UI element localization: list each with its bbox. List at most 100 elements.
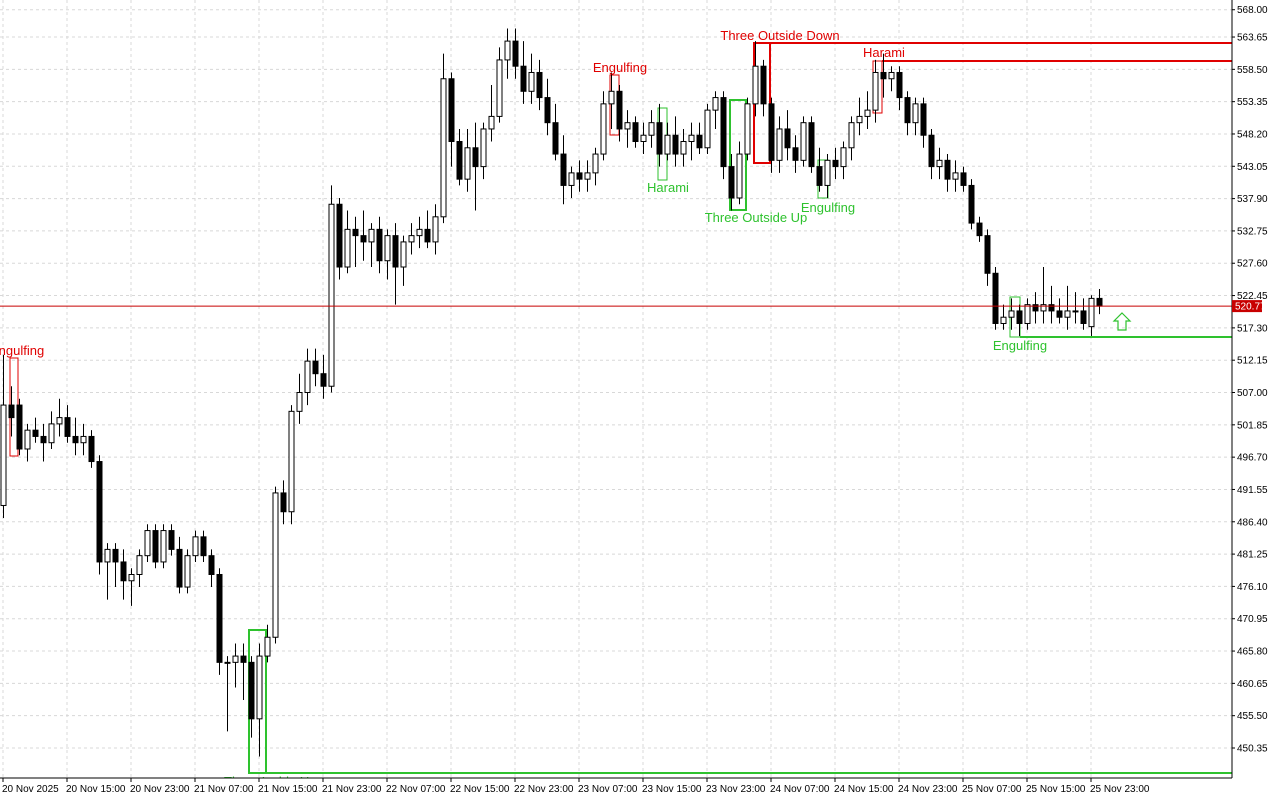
y-tick-label: 491.55	[1237, 485, 1268, 496]
candle-body	[664, 134, 671, 155]
candle-body	[360, 235, 367, 243]
candle-body	[24, 429, 31, 450]
candle-body	[600, 103, 607, 155]
x-tick-label: 23 Nov 07:00	[578, 784, 638, 795]
candle-body	[888, 71, 895, 80]
y-tick-label: 486.40	[1237, 517, 1268, 528]
candle-body	[904, 97, 911, 124]
candle-body	[72, 435, 79, 444]
candle-body	[64, 417, 71, 437]
x-tick-label: 25 Nov 23:00	[1090, 784, 1150, 795]
y-tick-label: 527.60	[1237, 259, 1268, 270]
y-tick-label: 563.65	[1237, 33, 1268, 44]
candle-body	[584, 172, 591, 180]
candle-body	[808, 122, 815, 168]
candle-body	[760, 65, 767, 105]
candle-body	[96, 461, 103, 563]
candle-body	[688, 134, 695, 143]
candle-body	[384, 235, 391, 262]
candle-body	[776, 128, 783, 161]
candle-body	[520, 65, 527, 92]
candle-body	[368, 228, 375, 243]
candle-body	[816, 166, 823, 186]
candle-body	[464, 147, 471, 180]
x-tick-label: 21 Nov 07:00	[194, 784, 254, 795]
candle-body	[432, 216, 439, 243]
candle-body	[864, 109, 871, 117]
candle-body	[1080, 310, 1087, 324]
pattern-label: Engulfing	[0, 343, 44, 358]
pattern-label: Three Outside Down	[720, 28, 839, 43]
x-tick-label: 21 Nov 15:00	[258, 784, 318, 795]
pattern-box	[729, 99, 747, 211]
candle-body	[792, 147, 799, 161]
candle-body	[1024, 304, 1031, 324]
y-tick-label: 496.70	[1237, 453, 1268, 464]
candle-body	[872, 71, 879, 111]
x-tick-label: 23 Nov 15:00	[642, 784, 702, 795]
candle-body	[896, 71, 903, 99]
candle-body	[456, 141, 463, 180]
y-tick-label: 450.35	[1237, 744, 1268, 755]
candle-body	[248, 661, 255, 720]
y-tick-label: 501.85	[1237, 420, 1268, 431]
candle-body	[568, 172, 575, 186]
candle-body	[104, 548, 111, 563]
candle-body	[1072, 310, 1079, 313]
x-tick-label: 20 Nov 2025	[2, 784, 59, 795]
candle-body	[640, 134, 647, 143]
candle-body	[1064, 310, 1071, 318]
y-tick-label: 553.35	[1237, 97, 1268, 108]
candle-body	[352, 228, 359, 237]
x-tick-label: 20 Nov 15:00	[66, 784, 126, 795]
candle-body	[408, 235, 415, 243]
candle-body	[208, 555, 215, 575]
current-price-label: 520.77	[1235, 302, 1266, 313]
candle-body	[856, 115, 863, 124]
pattern-label: Harami	[863, 45, 905, 60]
candle-body	[120, 561, 127, 582]
axes: 568.00 563.65 558.50 553.35 548.20 543.05 537.…	[2, 5, 1268, 795]
candle-body	[1016, 310, 1023, 324]
candle-body	[400, 241, 407, 268]
candle-body	[480, 128, 487, 168]
y-tick-label: 543.05	[1237, 162, 1268, 173]
candle-body	[168, 530, 175, 550]
candle-body	[328, 203, 335, 387]
candle-body	[416, 228, 423, 237]
y-tick-label: 507.00	[1237, 388, 1268, 399]
candle-body	[40, 435, 47, 444]
candle-body	[944, 159, 951, 180]
candle-body	[136, 555, 143, 575]
candle-body	[144, 530, 151, 557]
candle-body	[832, 159, 839, 168]
candle-body	[768, 103, 775, 161]
candle-body	[312, 360, 319, 375]
candle-body	[32, 429, 39, 437]
candle-body	[496, 59, 503, 117]
pattern-label: Engulfing	[993, 338, 1047, 353]
candle-body	[528, 71, 535, 92]
candle-body	[552, 122, 559, 155]
candle-body	[952, 172, 959, 180]
candle-body	[320, 373, 327, 387]
candle-body	[736, 153, 743, 199]
candle-body	[560, 153, 567, 186]
candle-body	[744, 103, 751, 155]
candle-body	[672, 134, 679, 155]
candle-body	[1008, 310, 1015, 318]
candle-body	[336, 203, 343, 268]
candle-body	[216, 573, 223, 663]
candle-body	[192, 536, 199, 557]
candle-body	[840, 147, 847, 168]
candle-body	[0, 404, 7, 506]
candle-body	[608, 90, 615, 105]
candle-body	[392, 235, 399, 268]
candle-body	[80, 435, 87, 444]
candle-body	[160, 530, 167, 563]
y-tick-label: 548.20	[1237, 129, 1268, 140]
y-tick-label: 558.50	[1237, 65, 1268, 76]
candle-body	[680, 141, 687, 155]
x-tick-label: 24 Nov 15:00	[834, 784, 894, 795]
